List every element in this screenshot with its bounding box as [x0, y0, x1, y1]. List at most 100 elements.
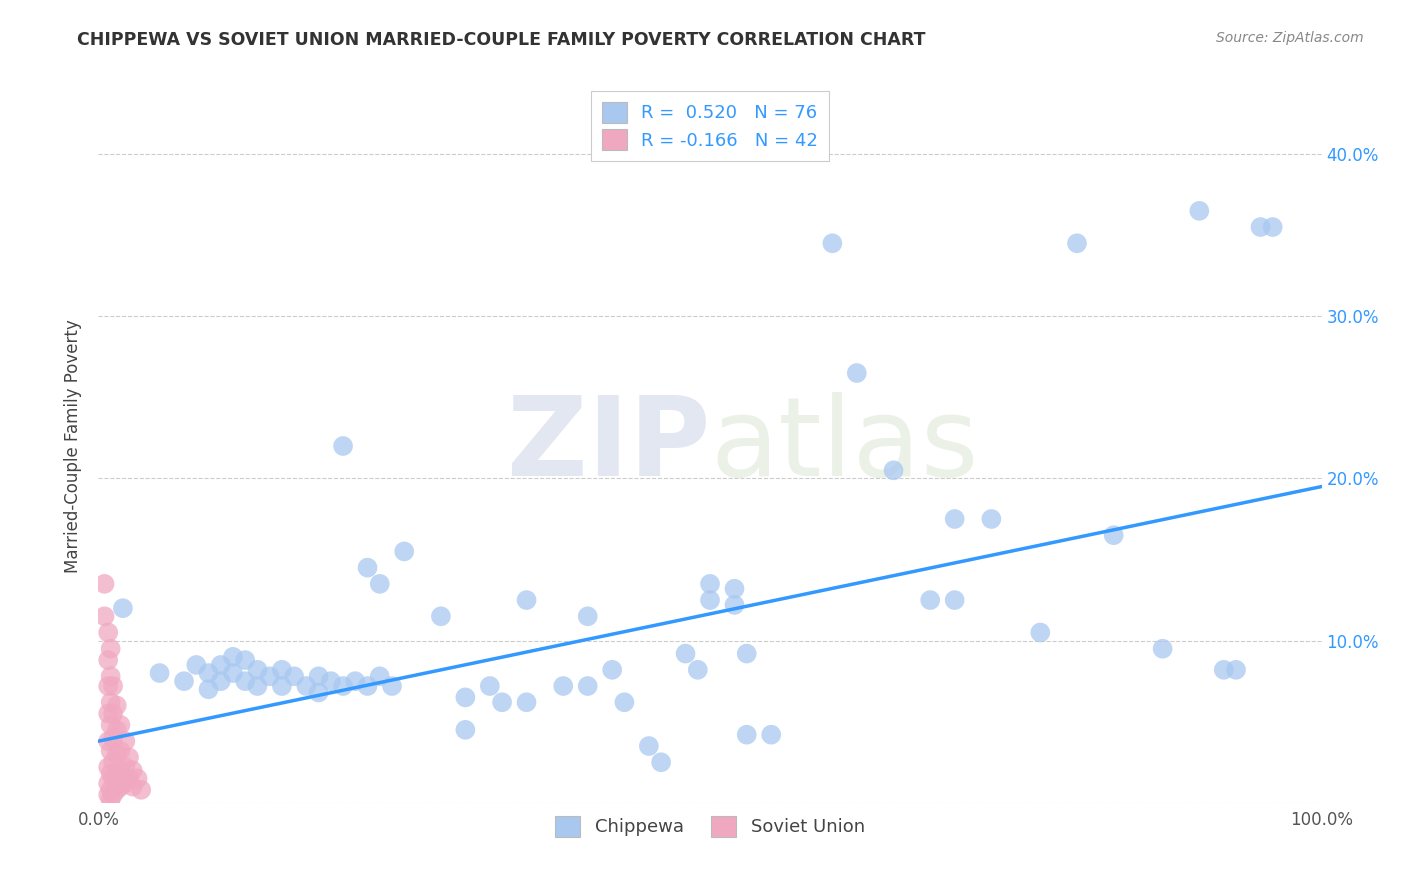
Point	[101, 772, 124, 786]
Point	[114, 776, 136, 790]
Text: ZIP: ZIP	[506, 392, 710, 500]
Point	[283, 669, 305, 683]
Point	[97, 776, 120, 790]
Point	[454, 690, 477, 705]
Point	[118, 750, 141, 764]
Point	[1066, 236, 1088, 251]
Point	[600, 663, 623, 677]
Text: atlas: atlas	[710, 392, 979, 500]
Point	[515, 593, 537, 607]
Point	[723, 598, 745, 612]
Point	[1152, 641, 1174, 656]
Point	[209, 674, 232, 689]
Point	[980, 512, 1002, 526]
Point	[100, 695, 122, 709]
Point	[97, 706, 120, 721]
Point	[110, 764, 132, 778]
Point	[97, 625, 120, 640]
Point	[295, 679, 318, 693]
Point	[209, 657, 232, 672]
Point	[246, 679, 269, 693]
Point	[100, 718, 122, 732]
Point	[186, 657, 208, 672]
Point	[699, 577, 721, 591]
Point	[197, 666, 219, 681]
Point	[105, 782, 128, 797]
Point	[222, 649, 245, 664]
Point	[270, 663, 294, 677]
Point	[173, 674, 195, 689]
Point	[93, 609, 115, 624]
Point	[118, 772, 141, 786]
Point	[1188, 203, 1211, 218]
Point	[101, 706, 124, 721]
Point	[368, 577, 391, 591]
Point	[110, 744, 132, 758]
Point	[332, 679, 354, 693]
Point	[114, 760, 136, 774]
Point	[197, 682, 219, 697]
Point	[97, 679, 120, 693]
Point	[735, 728, 758, 742]
Point	[1029, 625, 1052, 640]
Point	[121, 780, 143, 794]
Point	[821, 236, 844, 251]
Point	[637, 739, 661, 753]
Point	[121, 764, 143, 778]
Point	[381, 679, 404, 693]
Point	[114, 734, 136, 748]
Point	[686, 663, 709, 677]
Point	[259, 669, 281, 683]
Point	[105, 723, 128, 737]
Point	[1225, 663, 1247, 677]
Point	[111, 601, 134, 615]
Point	[356, 560, 378, 574]
Y-axis label: Married-Couple Family Poverty: Married-Couple Family Poverty	[65, 319, 83, 573]
Point	[883, 463, 905, 477]
Point	[1249, 220, 1271, 235]
Point	[100, 669, 122, 683]
Text: Source: ZipAtlas.com: Source: ZipAtlas.com	[1216, 31, 1364, 45]
Point	[723, 582, 745, 596]
Point	[149, 666, 172, 681]
Point	[576, 609, 599, 624]
Point	[1102, 528, 1125, 542]
Point	[105, 766, 128, 780]
Point	[127, 772, 149, 786]
Point	[943, 593, 966, 607]
Point	[761, 728, 783, 742]
Point	[110, 718, 132, 732]
Legend: Chippewa, Soviet Union: Chippewa, Soviet Union	[548, 808, 872, 844]
Point	[100, 766, 122, 780]
Point	[920, 593, 942, 607]
Point	[105, 698, 128, 713]
Point	[576, 679, 599, 693]
Point	[308, 685, 330, 699]
Point	[650, 756, 672, 770]
Point	[368, 669, 391, 683]
Point	[270, 679, 294, 693]
Point	[319, 674, 342, 689]
Point	[222, 666, 245, 681]
Point	[356, 679, 378, 693]
Point	[613, 695, 636, 709]
Point	[1261, 220, 1284, 235]
Point	[845, 366, 868, 380]
Point	[97, 734, 120, 748]
Point	[943, 512, 966, 526]
Text: CHIPPEWA VS SOVIET UNION MARRIED-COUPLE FAMILY POVERTY CORRELATION CHART: CHIPPEWA VS SOVIET UNION MARRIED-COUPLE …	[77, 31, 925, 49]
Point	[246, 663, 269, 677]
Point	[699, 593, 721, 607]
Point	[97, 653, 120, 667]
Point	[100, 782, 122, 797]
Point	[675, 647, 697, 661]
Point	[100, 641, 122, 656]
Point	[101, 788, 124, 802]
Point	[100, 744, 122, 758]
Point	[233, 653, 256, 667]
Point	[97, 788, 120, 802]
Point	[491, 695, 513, 709]
Point	[101, 679, 124, 693]
Point	[454, 723, 477, 737]
Point	[101, 756, 124, 770]
